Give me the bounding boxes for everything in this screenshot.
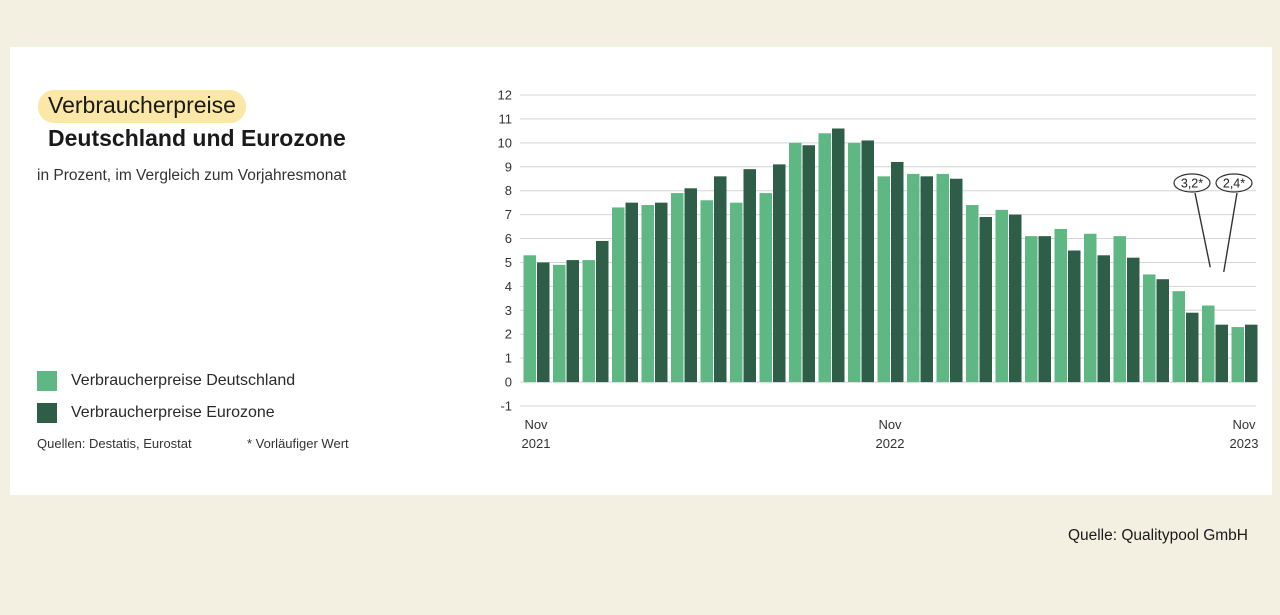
bar-chart: -10123456789101112Nov2021Nov2022Nov20233…	[498, 88, 1259, 452]
x-tick-label: Nov	[878, 417, 902, 432]
y-tick-label: 1	[505, 351, 512, 366]
chart-subtitle-title: Deutschland und Eurozone	[48, 125, 346, 151]
legend-item-germany: Verbraucherpreise Deutschland	[37, 365, 295, 397]
legend-label-eurozone: Verbraucherpreise Eurozone	[71, 404, 275, 421]
bar-eurozone	[714, 176, 727, 383]
bar-eurozone	[1156, 279, 1169, 383]
bar-eurozone	[566, 260, 579, 383]
bar-eurozone	[802, 145, 815, 383]
y-tick-label: 6	[505, 231, 512, 246]
bar-germany	[1084, 233, 1097, 383]
y-tick-label: 11	[499, 111, 513, 126]
bar-eurozone	[920, 176, 933, 383]
legend-label-germany: Verbraucherpreise Deutschland	[71, 372, 296, 389]
bar-germany	[641, 205, 654, 383]
bar-eurozone	[1009, 214, 1022, 383]
bar-eurozone	[979, 217, 992, 383]
legend: Verbraucherpreise Deutschland Verbrauche…	[37, 365, 295, 429]
bar-germany	[1143, 274, 1156, 383]
callout-ellipse	[1173, 173, 1211, 193]
bar-eurozone	[596, 240, 609, 383]
legend-swatch-eurozone	[37, 403, 57, 423]
bar-eurozone	[1186, 312, 1199, 383]
chart-card: Verbraucherpreise Deutschland und Eurozo…	[10, 47, 1272, 495]
x-tick-label: 2023	[1230, 436, 1259, 451]
bar-eurozone	[655, 202, 668, 383]
callout-label: 3,2*	[1181, 177, 1203, 191]
bar-germany	[612, 207, 625, 383]
legend-item-eurozone: Verbraucherpreise Eurozone	[37, 397, 295, 429]
bar-eurozone	[1097, 255, 1110, 383]
bar-eurozone	[743, 169, 756, 383]
bar-germany	[818, 133, 831, 383]
bar-germany	[907, 173, 920, 383]
bar-germany	[553, 264, 566, 383]
bar-eurozone	[684, 188, 697, 383]
bar-eurozone	[625, 202, 638, 383]
bar-germany	[1054, 228, 1067, 383]
bar-germany	[671, 193, 684, 383]
bar-eurozone	[1127, 257, 1140, 383]
bar-germany	[995, 209, 1008, 383]
x-tick-label: Nov	[1232, 417, 1256, 432]
bar-germany	[582, 260, 595, 383]
bar-germany	[1113, 236, 1126, 383]
callout-pointer	[1194, 192, 1211, 268]
chart-title: Verbraucherpreise	[38, 90, 246, 123]
y-tick-label: 3	[505, 303, 512, 318]
bar-eurozone	[891, 161, 904, 383]
bar-eurozone	[1068, 250, 1081, 383]
bar-germany	[759, 193, 772, 383]
y-tick-label: 5	[505, 255, 512, 270]
bar-germany	[1202, 305, 1215, 383]
y-tick-label: 8	[505, 183, 512, 198]
bar-germany	[1231, 327, 1244, 383]
y-tick-label: 10	[498, 135, 512, 150]
y-tick-label: -1	[500, 399, 512, 414]
y-tick-label: 7	[505, 207, 512, 222]
x-tick-label: 2022	[876, 436, 905, 451]
bar-eurozone	[773, 164, 786, 383]
bar-germany	[700, 200, 713, 383]
bar-germany	[1025, 236, 1038, 383]
bar-eurozone	[1215, 324, 1228, 383]
credit-text: Quelle: Qualitypool GmbH	[1067, 527, 1248, 544]
bar-germany	[966, 205, 979, 383]
x-tick-label: 2021	[522, 436, 551, 451]
chart-description: in Prozent, im Vergleich zum Vorjahresmo…	[37, 167, 347, 184]
bar-germany	[1172, 291, 1185, 383]
y-tick-label: 9	[505, 159, 512, 174]
legend-swatch-germany	[37, 371, 57, 391]
callout-label: 2,4*	[1223, 177, 1245, 191]
bar-germany	[848, 142, 861, 383]
bar-germany	[730, 202, 743, 383]
y-tick-label: 2	[505, 327, 512, 342]
bar-eurozone	[537, 262, 550, 383]
bar-germany	[789, 142, 802, 383]
bar-germany	[936, 173, 949, 383]
bar-eurozone	[861, 140, 874, 383]
bar-eurozone	[1038, 236, 1051, 383]
callout-pointer	[1223, 192, 1238, 273]
y-tick-label: 12	[498, 88, 512, 103]
bar-germany	[523, 255, 536, 383]
bar-eurozone	[1245, 324, 1258, 383]
bar-eurozone	[950, 178, 963, 383]
y-tick-label: 4	[505, 279, 512, 294]
bar-germany	[877, 176, 890, 383]
x-tick-label: Nov	[524, 417, 548, 432]
callout-ellipse	[1215, 173, 1253, 193]
sources-text: Quellen: Destatis, Eurostat	[37, 436, 192, 451]
bar-eurozone	[832, 128, 845, 383]
footnote-text: * Vorläufiger Wert	[247, 436, 349, 451]
y-tick-label: 0	[505, 375, 512, 390]
